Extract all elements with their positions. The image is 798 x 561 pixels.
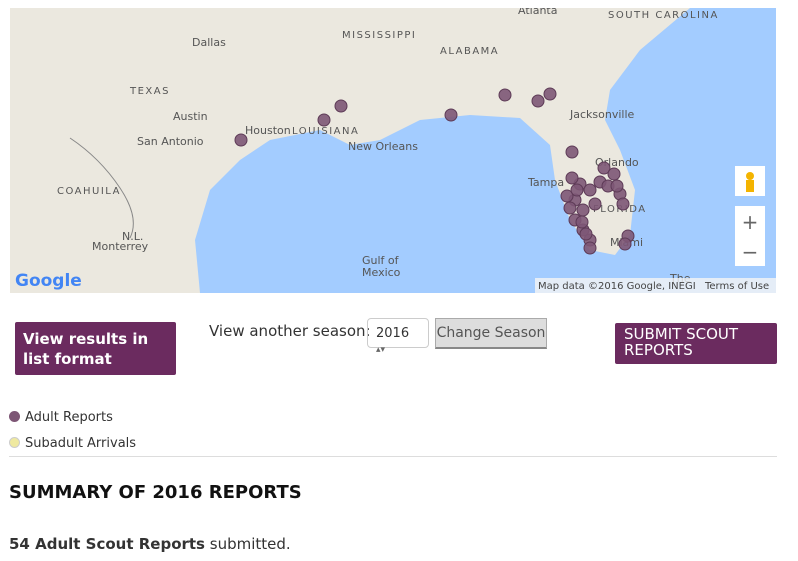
map-label: LOUISIANA	[292, 126, 359, 137]
summary-count: 54 Adult Scout Reports	[9, 535, 205, 553]
report-marker	[317, 113, 331, 127]
legend-dot	[9, 437, 20, 448]
submit-button[interactable]: SUBMIT SCOUT REPORTS	[615, 323, 777, 364]
divider	[9, 456, 777, 457]
report-marker	[334, 99, 348, 113]
map-label: San Antonio	[137, 135, 204, 148]
report-marker	[597, 161, 611, 175]
report-marker	[583, 241, 597, 255]
zoom-out[interactable]: −	[742, 240, 759, 264]
map-label: Houston	[245, 124, 291, 137]
legend-item: Subadult Arrivals	[9, 436, 136, 451]
pegman	[746, 172, 754, 180]
terms-link[interactable]: Terms of Use	[704, 281, 769, 292]
map-label: Jacksonville	[569, 108, 635, 121]
zoom-in[interactable]: +	[742, 210, 759, 234]
report-marker	[565, 145, 579, 159]
map-label: ALABAMA	[440, 46, 499, 57]
map-label: Atlanta	[518, 8, 557, 17]
season-select[interactable]: 2016 ▴▾	[367, 318, 429, 355]
map-label: Mexico	[362, 266, 401, 279]
season-value: 2016	[376, 326, 410, 341]
map[interactable]: Atlanta SOUTH CAROLINA MISSISSIPPI ALABAMA D…	[10, 8, 776, 293]
report-marker	[560, 189, 574, 203]
report-marker	[543, 87, 557, 101]
season-label: View another season:	[209, 322, 371, 340]
report-marker	[444, 108, 458, 122]
legend-label: Adult Reports	[25, 410, 113, 425]
report-marker	[618, 237, 632, 251]
report-marker	[575, 215, 589, 229]
map-label: MISSISSIPPI	[342, 30, 416, 41]
map-label: FLORIDA	[593, 204, 647, 215]
report-marker	[565, 171, 579, 185]
report-marker	[498, 88, 512, 102]
report-marker	[570, 183, 584, 197]
map-label: New Orleans	[348, 140, 418, 153]
report-marker	[579, 227, 593, 241]
map-label: Dallas	[192, 36, 226, 49]
pegman	[746, 180, 754, 192]
report-marker	[588, 197, 602, 211]
report-marker	[610, 179, 624, 193]
report-marker	[563, 201, 577, 215]
map-label: Tampa	[527, 176, 564, 189]
border	[69, 137, 134, 239]
water	[195, 8, 776, 293]
legend-dot	[9, 411, 20, 422]
map-label: Gulf of	[362, 254, 400, 267]
report-marker	[531, 94, 545, 108]
google-logo: Google	[15, 271, 82, 291]
zoom-box	[735, 206, 765, 266]
summary-text: 54 Adult Scout Reports submitted.	[9, 535, 291, 553]
map-label: Monterrey	[92, 240, 149, 253]
map-label: COAHUILA	[57, 186, 121, 197]
map-label: N.L.	[122, 230, 143, 243]
map-label: Austin	[173, 110, 208, 123]
legend-item: Adult Reports	[9, 410, 113, 425]
change-season-button[interactable]: Change Season	[435, 318, 547, 349]
list-button[interactable]: View results in list format	[15, 322, 176, 375]
report-marker	[607, 167, 621, 181]
report-marker	[583, 183, 597, 197]
legend-label: Subadult Arrivals	[25, 436, 137, 451]
report-marker	[234, 133, 248, 147]
attribution: Map data ©2016 Google, INEGI	[538, 281, 696, 292]
map-label: TEXAS	[129, 86, 170, 97]
report-marker	[576, 203, 590, 217]
report-marker	[616, 197, 630, 211]
attribution-bg	[535, 278, 776, 293]
map-label: SOUTH CAROLINA	[608, 10, 719, 21]
summary-rest: submitted.	[205, 535, 291, 553]
summary-heading: SUMMARY OF 2016 REPORTS	[9, 482, 302, 503]
